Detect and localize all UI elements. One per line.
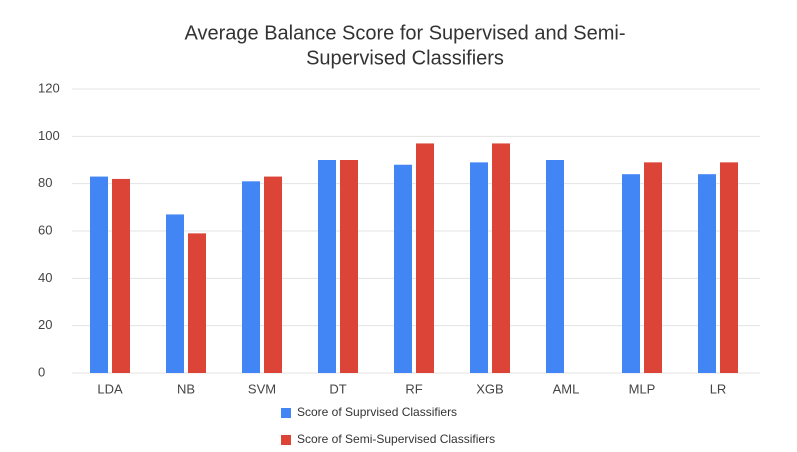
y-tick-label: 40: [38, 270, 52, 285]
bar: [470, 162, 488, 373]
bar: [112, 178, 130, 373]
bar: [622, 174, 640, 373]
x-tick-label: AML: [553, 381, 580, 396]
bar: [340, 160, 358, 373]
x-tick-label: NB: [177, 381, 195, 396]
legend-label: Score of Semi-Supervised Classifiers: [297, 432, 495, 446]
legend-swatch: [281, 408, 291, 418]
legend-label: Score of Suprvised Classifiers: [297, 405, 457, 419]
y-tick-label: 100: [38, 128, 60, 143]
x-tick-label: LDA: [97, 381, 123, 396]
y-tick-label: 60: [38, 222, 52, 237]
bar: [546, 160, 564, 373]
bar: [492, 143, 510, 373]
bar: [644, 162, 662, 373]
y-tick-label: 120: [38, 80, 60, 95]
x-tick-label: SVM: [248, 381, 276, 396]
chart-title: Average Balance Score for Supervised and…: [185, 22, 626, 44]
y-tick-label: 0: [38, 364, 45, 379]
bar: [264, 176, 282, 373]
legend-swatch: [281, 435, 291, 445]
x-tick-label: LR: [710, 381, 727, 396]
bar: [720, 162, 738, 373]
x-tick-label: DT: [329, 381, 346, 396]
bar: [318, 160, 336, 373]
bar: [166, 214, 184, 373]
x-tick-label: MLP: [629, 381, 656, 396]
bar: [394, 164, 412, 373]
bar: [242, 181, 260, 373]
x-tick-label: RF: [405, 381, 422, 396]
chart-title: Supervised Classifiers: [306, 47, 504, 69]
bar: [698, 174, 716, 373]
bar: [416, 143, 434, 373]
bar: [188, 233, 206, 373]
y-tick-label: 80: [38, 175, 52, 190]
bar: [90, 176, 108, 373]
y-tick-label: 20: [38, 317, 52, 332]
x-tick-label: XGB: [476, 381, 503, 396]
